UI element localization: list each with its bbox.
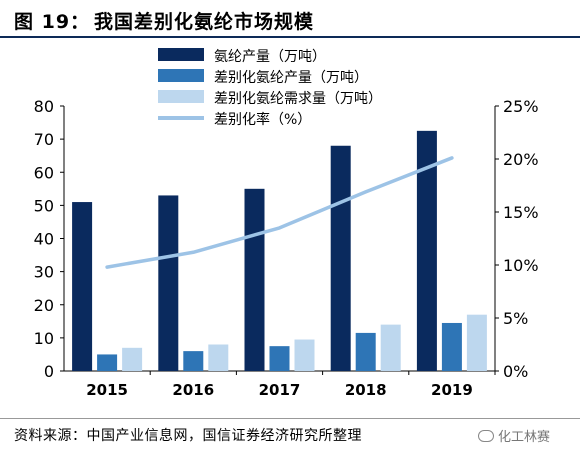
legend-label: 差别化氨纶需求量（万吨） (214, 91, 382, 107)
x-tick-label: 2017 (259, 381, 301, 399)
y-right-tick-label: 10% (503, 256, 539, 275)
y-left-tick-label: 0 (44, 362, 54, 381)
x-tick-label: 2015 (86, 381, 128, 399)
figure-title: 我国差别化氨纶市场规模 (94, 11, 315, 33)
line-point (450, 156, 454, 160)
bar (158, 195, 179, 371)
wechat-icon (478, 429, 494, 442)
chart: 0 10 20 30 40 50 60 70 80 0% 5% 10% 15% 20% 25% 2015 201… (34, 48, 539, 399)
bar (355, 332, 376, 371)
y-left-tick-label: 10 (34, 329, 54, 348)
legend-swatch (158, 69, 204, 82)
y-right-tick-label: 15% (503, 203, 539, 222)
line-point (191, 250, 195, 254)
x-tick-label: 2016 (172, 381, 214, 399)
y-left-tick-label: 80 (34, 97, 54, 116)
bar (269, 346, 290, 371)
legend-swatch (158, 48, 204, 61)
x-tick-label: 2019 (431, 381, 473, 399)
legend-label: 氨纶产量（万吨） (214, 49, 326, 65)
watermark-text: 化工林赛 (498, 430, 551, 445)
y-left-tick-label: 30 (34, 263, 54, 282)
legend-label: 差别化氨纶产量（万吨） (214, 70, 368, 86)
bar (330, 145, 351, 371)
bar (380, 324, 401, 371)
y-right-tick-label: 20% (503, 150, 539, 169)
bar (183, 351, 204, 371)
figure-label: 图 19： (14, 11, 91, 33)
bar (97, 354, 118, 371)
figure-title-bar: 图 19： 我国差别化氨纶市场规模 (0, 0, 580, 38)
x-tick-label: 2018 (345, 381, 387, 399)
line-point (364, 190, 368, 194)
bar (208, 344, 229, 371)
line-point (278, 226, 281, 230)
bar (122, 347, 143, 371)
bar (244, 188, 265, 371)
legend-label: 差别化率（%） (214, 111, 311, 128)
footer-divider (0, 418, 580, 419)
y-left-tick-label: 70 (34, 130, 54, 149)
legend-swatch (158, 90, 204, 103)
y-right-tick-label: 0% (503, 362, 528, 381)
y-right-tick-label: 5% (503, 309, 528, 328)
watermark: 化工林赛 (478, 426, 550, 445)
y-right-tick-label: 25% (503, 97, 539, 116)
y-left-tick-label: 60 (34, 163, 54, 182)
bar (441, 322, 462, 371)
source-note: 资料来源：中国产业信息网，国信证券经济研究所整理 (14, 428, 362, 444)
bar (72, 202, 93, 371)
bar (416, 130, 437, 371)
line-point (105, 265, 109, 269)
y-left-tick-label: 20 (34, 296, 54, 315)
y-left-tick-label: 40 (34, 230, 54, 249)
bar (294, 339, 315, 371)
bar (466, 314, 487, 371)
y-left-tick-label: 50 (34, 196, 54, 215)
